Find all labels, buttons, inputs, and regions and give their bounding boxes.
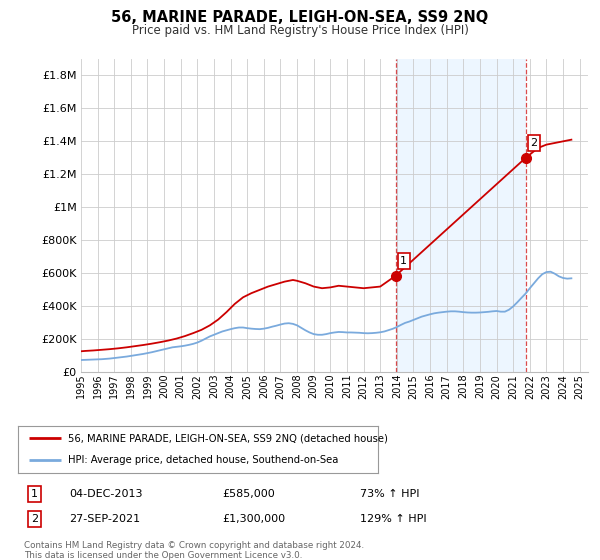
Text: 56, MARINE PARADE, LEIGH-ON-SEA, SS9 2NQ: 56, MARINE PARADE, LEIGH-ON-SEA, SS9 2NQ: [112, 10, 488, 25]
Text: 129% ↑ HPI: 129% ↑ HPI: [360, 514, 427, 524]
Text: 27-SEP-2021: 27-SEP-2021: [69, 514, 140, 524]
Text: 04-DEC-2013: 04-DEC-2013: [69, 489, 143, 499]
Text: 1: 1: [31, 489, 38, 499]
Text: 2: 2: [530, 138, 538, 148]
Text: £585,000: £585,000: [222, 489, 275, 499]
Text: 56, MARINE PARADE, LEIGH-ON-SEA, SS9 2NQ (detached house): 56, MARINE PARADE, LEIGH-ON-SEA, SS9 2NQ…: [68, 433, 388, 444]
Text: 1: 1: [400, 256, 407, 266]
Text: HPI: Average price, detached house, Southend-on-Sea: HPI: Average price, detached house, Sout…: [68, 455, 339, 465]
Text: Price paid vs. HM Land Registry's House Price Index (HPI): Price paid vs. HM Land Registry's House …: [131, 24, 469, 37]
Text: £1,300,000: £1,300,000: [222, 514, 285, 524]
Bar: [395, 59, 526, 372]
Text: 2: 2: [31, 514, 38, 524]
Text: 73% ↑ HPI: 73% ↑ HPI: [360, 489, 419, 499]
Text: Contains HM Land Registry data © Crown copyright and database right 2024.
This d: Contains HM Land Registry data © Crown c…: [24, 541, 364, 560]
